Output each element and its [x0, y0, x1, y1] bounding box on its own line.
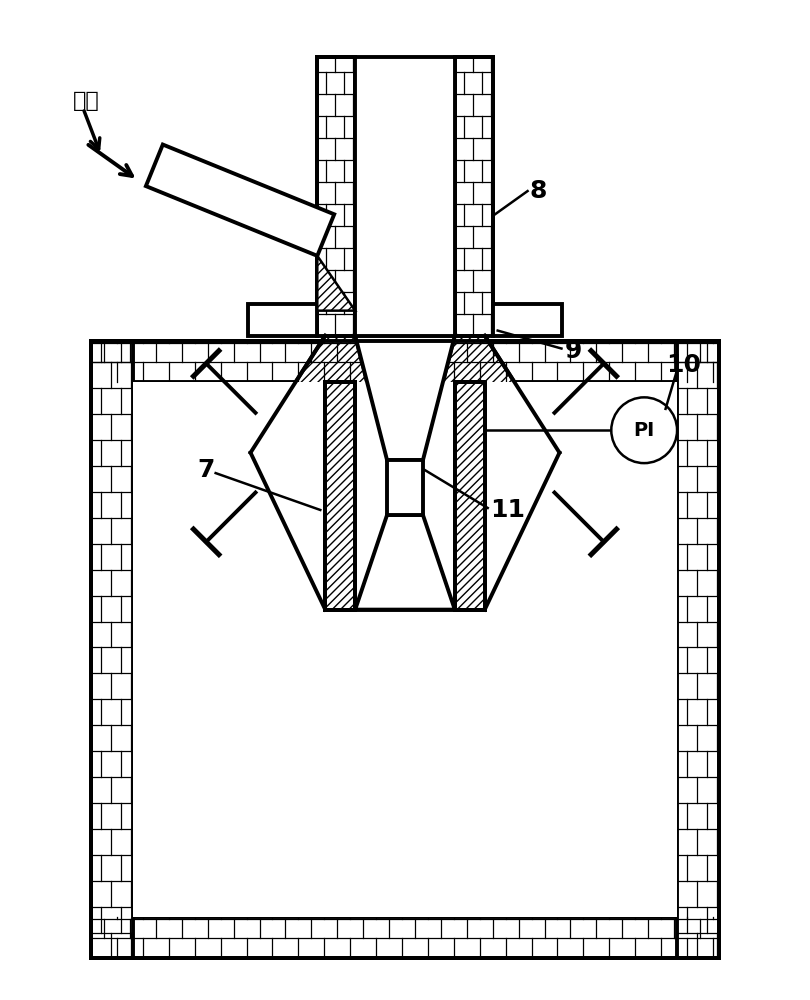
Bar	[455, 57, 492, 336]
Bar	[91, 341, 133, 958]
Polygon shape	[423, 336, 560, 460]
Bar	[318, 57, 355, 336]
Polygon shape	[146, 145, 335, 256]
Bar	[248, 304, 318, 336]
Bar	[326, 382, 355, 610]
Polygon shape	[355, 336, 455, 460]
Text: 8: 8	[530, 179, 547, 203]
Text: PI: PI	[633, 421, 654, 440]
Bar	[91, 341, 719, 958]
Bar	[133, 382, 677, 917]
Text: 11: 11	[490, 498, 525, 522]
Polygon shape	[455, 382, 484, 610]
Text: 9: 9	[565, 339, 582, 363]
Text: 10: 10	[667, 353, 701, 377]
Text: 7: 7	[197, 458, 215, 482]
Bar	[677, 341, 719, 958]
Bar	[455, 382, 484, 610]
Polygon shape	[423, 453, 560, 610]
Bar	[91, 917, 719, 958]
Text: 原料: 原料	[73, 91, 100, 111]
Polygon shape	[355, 515, 455, 610]
Bar	[326, 382, 355, 610]
Polygon shape	[318, 256, 355, 311]
Bar	[387, 460, 423, 515]
Circle shape	[612, 397, 677, 463]
Polygon shape	[250, 453, 387, 610]
Bar	[355, 57, 455, 336]
Bar	[355, 610, 455, 917]
Bar	[455, 382, 484, 610]
Bar	[492, 304, 562, 336]
Polygon shape	[326, 382, 355, 610]
Polygon shape	[250, 336, 387, 460]
Bar	[91, 341, 719, 382]
